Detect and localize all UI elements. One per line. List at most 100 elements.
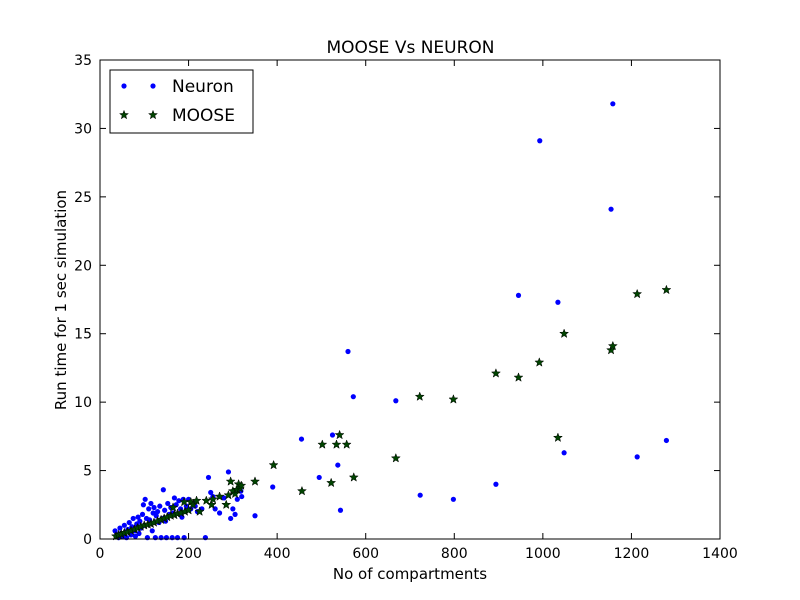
moose-point	[249, 476, 261, 486]
y-tick-label: 30	[74, 121, 92, 137]
neuron-point	[135, 514, 141, 520]
neuron-point	[335, 462, 341, 468]
neuron-point	[298, 436, 305, 442]
moose-point	[201, 495, 212, 505]
moose-point	[168, 502, 179, 512]
moose-point	[236, 480, 247, 490]
neuron-point	[130, 515, 136, 522]
moose-point	[317, 439, 328, 449]
x-tick-label: 400	[264, 546, 291, 562]
axes-frame	[99, 59, 721, 540]
moose-point	[534, 357, 545, 367]
neuron-point	[515, 292, 522, 298]
moose-point	[326, 477, 337, 488]
neuron-point	[608, 206, 614, 212]
neuron-point	[140, 502, 146, 508]
x-tick-label: 800	[441, 546, 468, 562]
neuron-point	[663, 437, 670, 444]
moose-point	[207, 493, 218, 504]
neuron-point	[148, 500, 154, 507]
y-tick-label: 5	[83, 464, 92, 480]
neuron-point	[171, 495, 177, 501]
x-tick-label: 600	[352, 546, 379, 562]
neuron-point	[232, 511, 238, 517]
moose-point	[607, 340, 618, 351]
x-tick-label: 1400	[702, 546, 738, 562]
legend-marker-moose	[147, 109, 159, 120]
neuron-point	[154, 509, 161, 515]
neuron-point	[208, 489, 214, 496]
neuron-point	[136, 530, 142, 537]
neuron-point	[337, 507, 344, 513]
neuron-point	[350, 394, 356, 400]
neuron-point	[139, 511, 146, 517]
neuron-point	[221, 495, 227, 501]
moose-point	[341, 439, 352, 449]
legend-label-moose: MOOSE	[172, 106, 235, 126]
neuron-point	[137, 518, 143, 524]
neuron-point	[126, 519, 132, 526]
neuron-point	[117, 525, 123, 531]
moose-point	[187, 499, 199, 510]
legend-label-neuron: Neuron	[172, 77, 234, 97]
neuron-point	[216, 510, 223, 516]
chart-title: MOOSE Vs NEURON	[326, 38, 494, 58]
neuron-point	[234, 496, 240, 502]
moose-point	[552, 432, 563, 443]
x-tick-label: 0	[96, 546, 105, 562]
legend-marker-moose	[118, 109, 130, 120]
neuron-point	[142, 496, 148, 502]
neuron-point	[634, 454, 640, 460]
neuron-point	[205, 474, 212, 481]
x-tick-label: 1200	[614, 546, 650, 562]
neuron-point	[165, 500, 171, 507]
neuron-point	[132, 533, 139, 539]
y-tick-label: 25	[74, 190, 92, 206]
neuron-point	[146, 506, 152, 512]
moose-point	[191, 495, 202, 505]
neuron-point	[561, 450, 567, 456]
moose-point	[414, 391, 425, 401]
moose-point	[661, 284, 672, 295]
series-neuron	[112, 101, 670, 541]
y-tick-label: 20	[74, 258, 92, 274]
legend-marker-neuron	[121, 83, 127, 89]
neuron-point	[121, 522, 127, 528]
neuron-point	[225, 469, 232, 475]
y-axis: 0 5 10 15 20 25 30 35	[74, 53, 720, 548]
y-axis-label: Run time for 1 sec simulation	[52, 190, 70, 410]
y-tick-label: 15	[74, 327, 92, 343]
neuron-point	[230, 506, 236, 512]
neuron-point	[239, 493, 245, 500]
moose-point	[183, 504, 194, 515]
x-tick-label: 1000	[525, 546, 561, 562]
moose-point	[490, 368, 501, 378]
moose-point	[348, 472, 359, 482]
y-tick-label: 10	[74, 395, 92, 411]
legend: Neuron MOOSE	[109, 69, 254, 134]
neuron-point	[228, 515, 234, 522]
y-tick-label: 0	[83, 532, 92, 548]
x-axis-label: No of compartments	[333, 565, 487, 583]
neuron-point	[537, 138, 543, 144]
moose-point	[296, 485, 307, 496]
moose-point	[194, 506, 205, 516]
neuron-point	[162, 507, 168, 513]
moose-point	[334, 429, 345, 440]
x-tick-label: 200	[175, 546, 202, 562]
moose-point	[632, 288, 643, 299]
x-axis: 0 200 400 600 800 1000 1200 1400	[96, 60, 738, 562]
moose-point	[390, 452, 401, 463]
series-moose	[110, 284, 672, 541]
neuron-point	[555, 299, 561, 305]
moose-point	[331, 439, 342, 449]
neuron-point	[393, 398, 399, 404]
neuron-point	[417, 492, 423, 498]
plot-area	[110, 101, 672, 541]
neuron-point	[149, 528, 155, 534]
legend-frame	[109, 69, 254, 134]
neuron-point	[493, 481, 499, 487]
moose-point	[559, 328, 570, 339]
neuron-point	[270, 484, 276, 490]
